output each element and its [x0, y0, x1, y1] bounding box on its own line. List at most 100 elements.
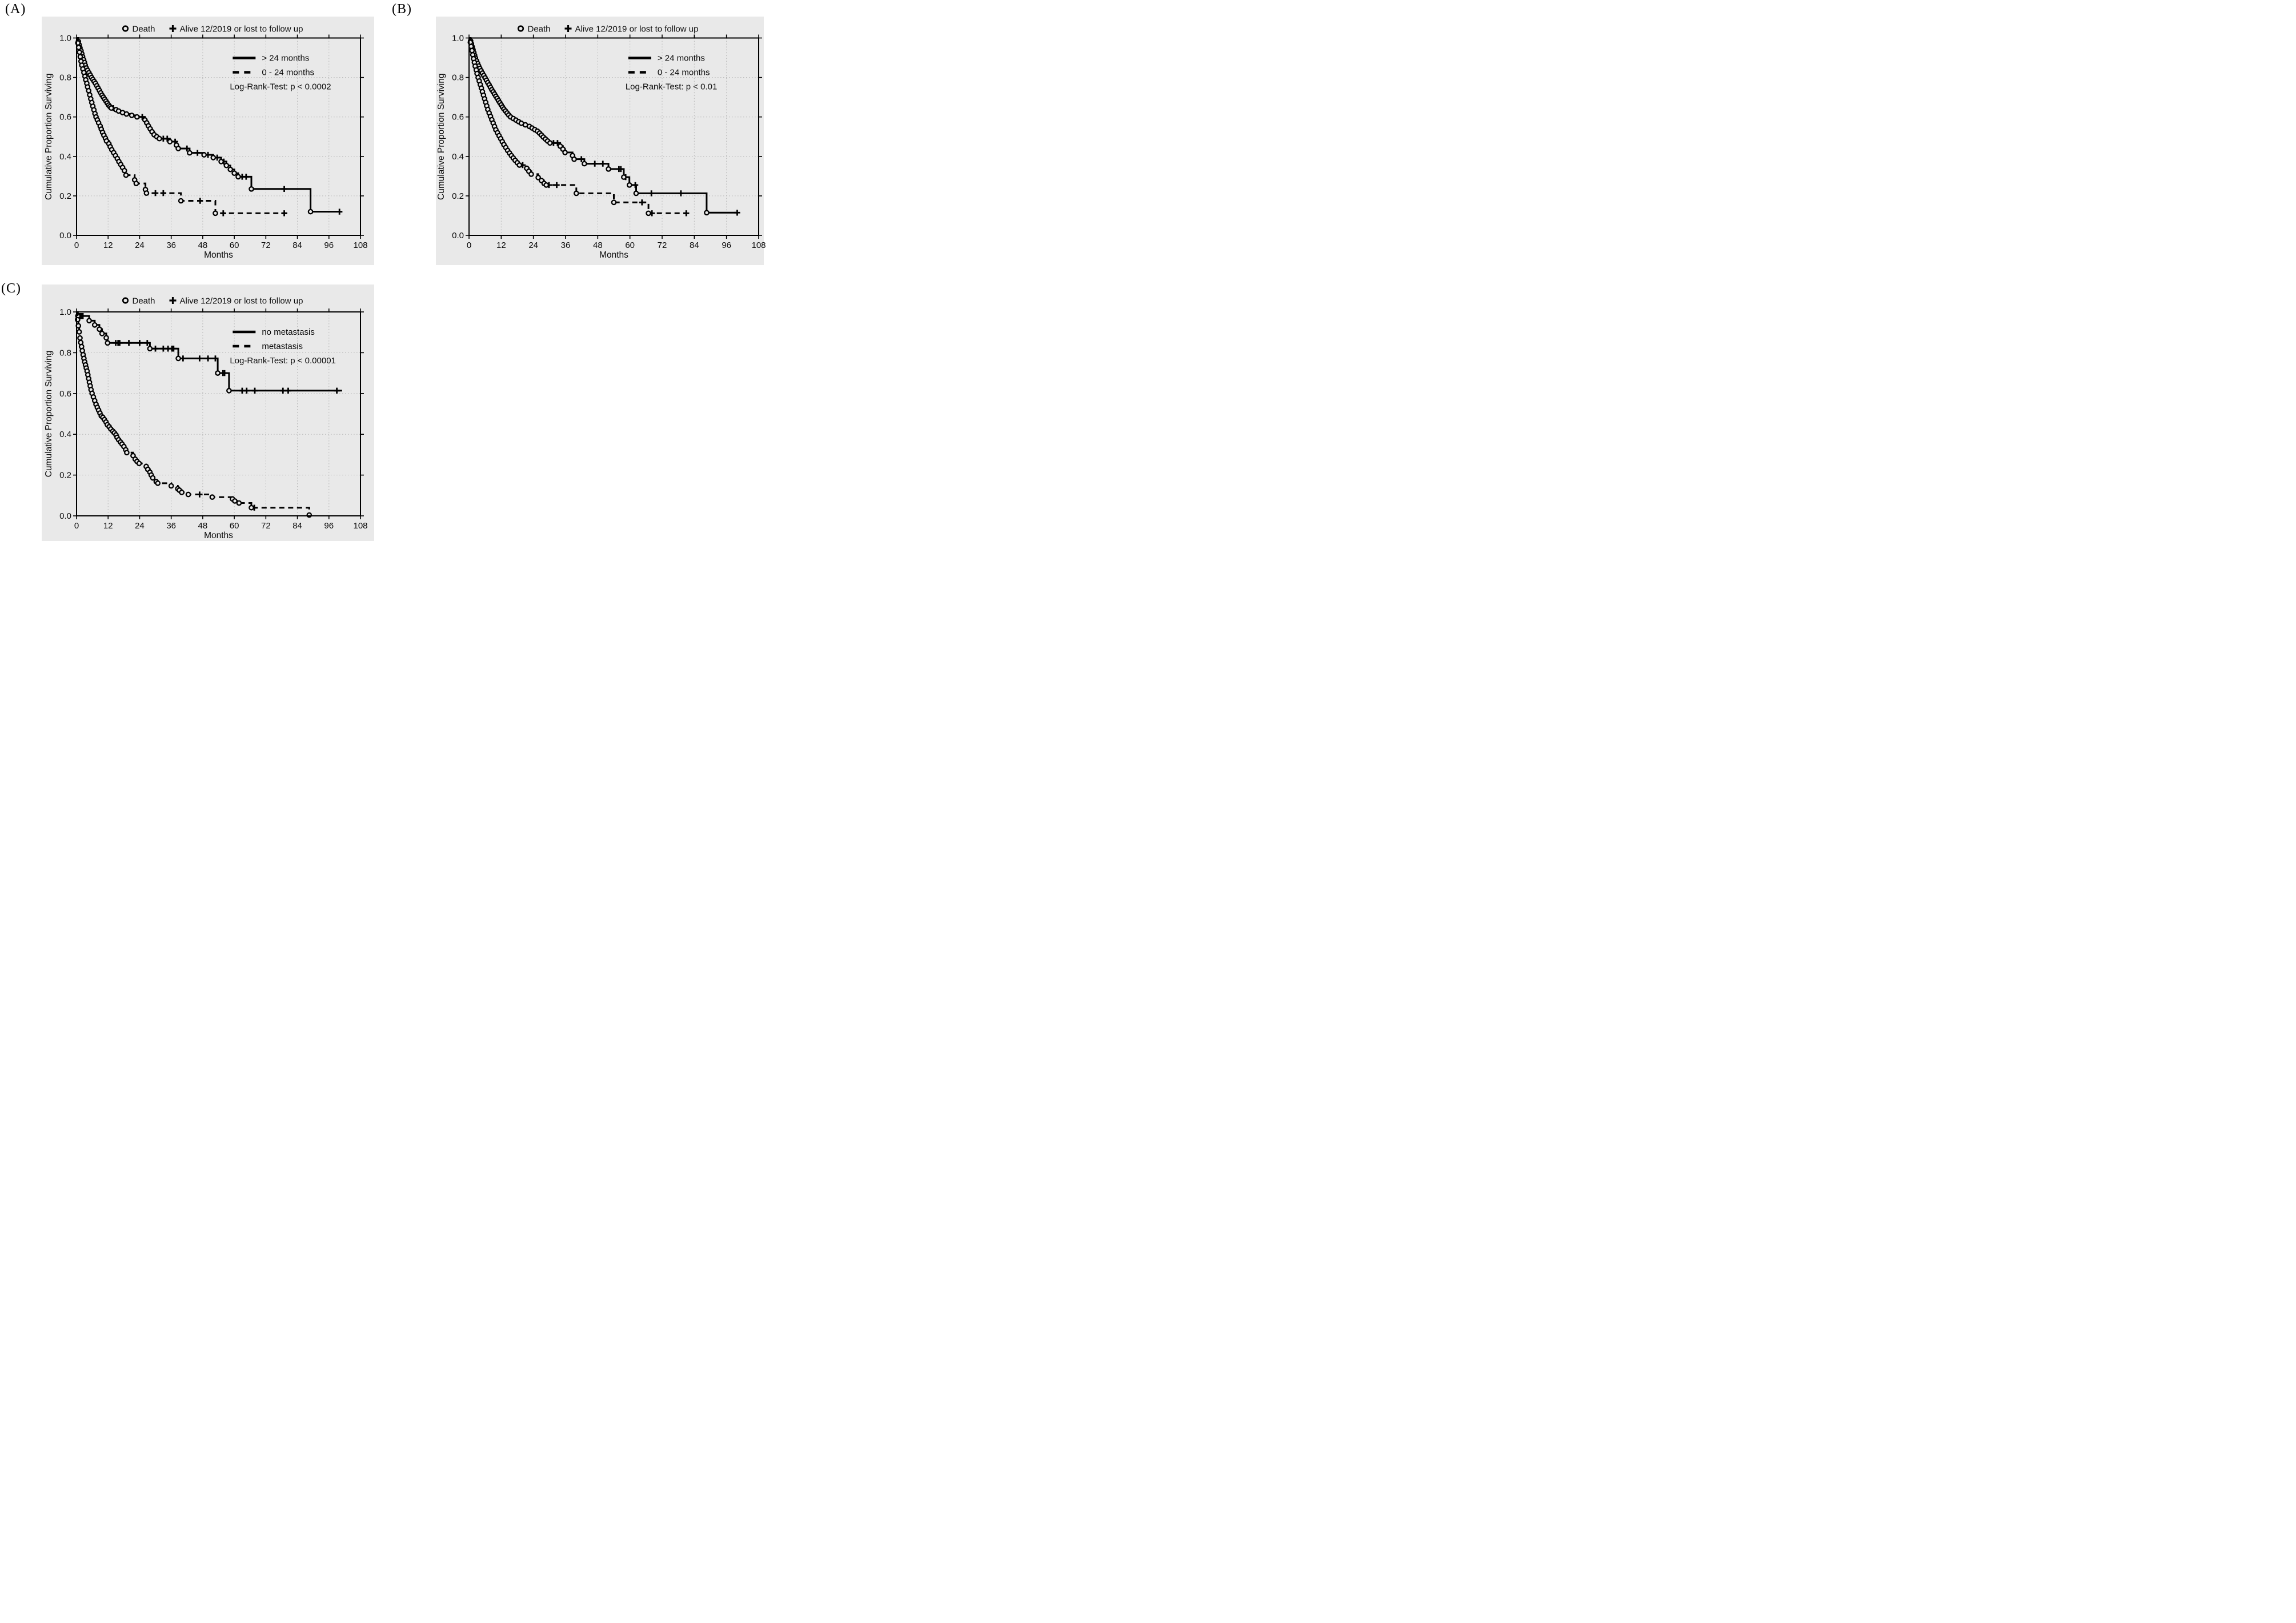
- svg-text:1.0: 1.0: [452, 34, 464, 43]
- svg-text:0.2: 0.2: [59, 191, 71, 201]
- y-tick-labels: 0.0 0.2 0.4 0.6 0.8 1.0: [59, 307, 71, 521]
- svg-text:1.0: 1.0: [59, 307, 71, 317]
- death-legend-item: Death: [122, 25, 155, 34]
- svg-text:0.6: 0.6: [452, 113, 464, 122]
- svg-text:24: 24: [135, 521, 145, 531]
- legend-item-24-months: > 24 months: [628, 54, 705, 63]
- marker-legend: Death Alive 12/2019 or lost to follow up: [517, 25, 699, 34]
- svg-text:24: 24: [528, 241, 538, 250]
- svg-text:12: 12: [103, 241, 113, 250]
- panel-b-letter: (B): [392, 2, 412, 17]
- death-markers-24-months: [75, 38, 314, 215]
- svg-text:0.6: 0.6: [59, 389, 71, 399]
- series-legend: no metastasis metastasis Log-Rank-Test: p …: [230, 327, 336, 366]
- svg-text:24: 24: [135, 241, 145, 250]
- death-legend-label: Death: [133, 25, 155, 34]
- svg-text:12: 12: [496, 241, 506, 250]
- km-plot-c: 0 12 24 36 48 60 72 84 96 108 0.0 0.2 0.4 0.6 0.8 1.0 Mo…: [42, 284, 374, 541]
- svg-text:0: 0: [74, 521, 79, 531]
- y-tick-labels: 0.0 0.2 0.4 0.6 0.8 1.0: [452, 34, 464, 241]
- x-tick-labels: 0 12 24 36 48 60 72 84 96 108: [467, 241, 766, 250]
- svg-text:108: 108: [353, 241, 367, 250]
- series-legend: > 24 months 0 - 24 months Log-Rank-Test: p…: [626, 54, 718, 92]
- km-plot-b: 0 12 24 36 48 60 72 84 96 108 0.0 0.2 0.4 0.6 0.8 1.0 Mo…: [436, 17, 766, 265]
- death-markers-no-metastasis: [75, 313, 232, 394]
- censored-markers-no-metastasis: [75, 312, 340, 394]
- legend-label-0-24-months: 0 - 24 months: [262, 68, 314, 78]
- svg-text:0.8: 0.8: [59, 73, 71, 83]
- svg-text:0.2: 0.2: [59, 471, 71, 480]
- panel-a-letter: (A): [5, 2, 26, 17]
- log-rank-test-label: Log-Rank-Test: p < 0.0002: [230, 82, 331, 92]
- svg-text:0.0: 0.0: [59, 231, 71, 241]
- svg-text:72: 72: [658, 241, 667, 250]
- marker-legend: Death Alive 12/2019 or lost to follow up: [122, 296, 303, 306]
- legend-label-metastasis: metastasis: [262, 342, 303, 351]
- plot-frame: [76, 37, 361, 236]
- svg-text:0.0: 0.0: [452, 231, 464, 241]
- svg-text:12: 12: [103, 521, 113, 531]
- svg-text:0.6: 0.6: [59, 113, 71, 122]
- marker-legend: Death Alive 12/2019 or lost to follow up: [122, 25, 303, 34]
- svg-text:0: 0: [467, 241, 471, 250]
- svg-text:48: 48: [593, 241, 603, 250]
- legend-label-24-months: > 24 months: [658, 54, 705, 63]
- x-tick-labels: 0 12 24 36 48 60 72 84 96 108: [74, 241, 368, 250]
- svg-text:84: 84: [292, 521, 302, 531]
- x-tick-labels: 0 12 24 36 48 60 72 84 96 108: [74, 521, 368, 531]
- panel-c-letter: (C): [1, 281, 21, 296]
- svg-text:1.0: 1.0: [59, 34, 71, 43]
- alive-legend-item: Alive 12/2019 or lost to follow up: [564, 25, 699, 34]
- log-rank-test-label: Log-Rank-Test: p < 0.00001: [230, 356, 336, 366]
- svg-text:108: 108: [751, 241, 766, 250]
- svg-text:0.8: 0.8: [59, 348, 71, 358]
- legend-label-24-months: > 24 months: [262, 54, 309, 63]
- y-axis-label: Cumulative Proportion Surviving: [44, 351, 54, 477]
- svg-text:36: 36: [166, 241, 176, 250]
- axis-ticks: [466, 34, 762, 239]
- y-axis-label: Cumulative Proportion Surviving: [44, 74, 54, 200]
- death-markers-0-24-months: [75, 40, 218, 217]
- log-rank-test-label: Log-Rank-Test: p < 0.01: [626, 82, 718, 92]
- death-legend-item: Death: [122, 296, 155, 306]
- y-tick-labels: 0.0 0.2 0.4 0.6 0.8 1.0: [59, 34, 71, 241]
- svg-text:84: 84: [292, 241, 302, 250]
- legend-item-no-metastasis: no metastasis: [233, 327, 315, 337]
- svg-text:72: 72: [261, 521, 271, 531]
- svg-text:0.4: 0.4: [452, 152, 464, 162]
- svg-text:60: 60: [625, 241, 635, 250]
- svg-text:60: 60: [230, 241, 239, 250]
- death-legend-label: Death: [528, 25, 551, 34]
- series-legend: > 24 months 0 - 24 months Log-Rank-Test: p…: [230, 54, 331, 92]
- svg-text:0.4: 0.4: [59, 152, 71, 162]
- x-axis-label: Months: [204, 531, 233, 540]
- alive-legend-label: Alive 12/2019 or lost to follow up: [180, 25, 303, 34]
- censored-markers-24-months: [550, 140, 740, 216]
- legend-item-24-months: > 24 months: [233, 54, 309, 63]
- svg-text:0.8: 0.8: [452, 73, 464, 83]
- svg-text:0: 0: [74, 241, 79, 250]
- legend-item-0-24-months: 0 - 24 months: [233, 68, 314, 78]
- km-plot-a: 0 12 24 36 48 60 72 84 96 108 0.0 0.2 0.4 0.6 0.8 1.0 Mo…: [42, 17, 374, 265]
- svg-text:36: 36: [166, 521, 176, 531]
- plot-frame: [468, 37, 759, 236]
- svg-text:72: 72: [261, 241, 271, 250]
- axis-ticks: [73, 34, 364, 239]
- alive-legend-item: Alive 12/2019 or lost to follow up: [169, 25, 303, 34]
- death-legend-label: Death: [133, 296, 155, 306]
- death-markers-0-24-months: [467, 39, 651, 217]
- svg-text:48: 48: [198, 241, 208, 250]
- alive-legend-item: Alive 12/2019 or lost to follow up: [169, 296, 303, 306]
- plot-background: [436, 17, 764, 265]
- panel-b: 0 12 24 36 48 60 72 84 96 108 0.0 0.2 0.4 0.6 0.8 1.0 Mo…: [436, 17, 766, 265]
- svg-text:84: 84: [690, 241, 699, 250]
- svg-text:60: 60: [230, 521, 239, 531]
- panel-a: 0 12 24 36 48 60 72 84 96 108 0.0 0.2 0.4 0.6 0.8 1.0 Mo…: [42, 17, 374, 265]
- alive-legend-label: Alive 12/2019 or lost to follow up: [575, 25, 699, 34]
- plot-background: [42, 284, 374, 541]
- svg-text:96: 96: [324, 521, 334, 531]
- x-axis-label: Months: [599, 250, 628, 260]
- svg-text:96: 96: [722, 241, 731, 250]
- alive-legend-label: Alive 12/2019 or lost to follow up: [180, 296, 303, 306]
- plot-background: [42, 17, 374, 265]
